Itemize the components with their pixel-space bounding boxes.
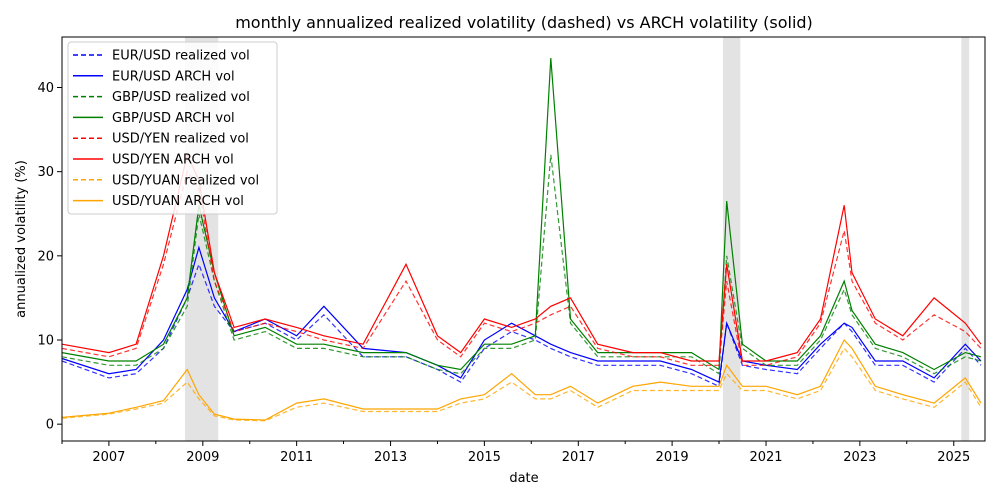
y-tick-label-40: 40 <box>37 81 54 96</box>
x-tick-label-2025: 2025 <box>937 450 970 465</box>
shaded-periods <box>184 37 970 441</box>
legend-label-1: EUR/USD ARCH vol <box>112 69 235 84</box>
legend: EUR/USD realized vol EUR/USD ARCH vol GBP/… <box>67 41 278 215</box>
series-line-5 <box>61 152 982 362</box>
x-tick-label-2021: 2021 <box>749 450 782 465</box>
legend-label-3: GBP/USD ARCH vol <box>112 111 235 126</box>
legend-label-5: USD/YEN ARCH vol <box>112 153 234 168</box>
legend-frame <box>67 41 278 215</box>
y-axis-label: annualized volatility (%) <box>14 160 29 318</box>
legend-label-7: USD/YUAN ARCH vol <box>112 194 244 209</box>
shaded-period-1 <box>722 37 741 441</box>
series-line-6 <box>61 347 982 422</box>
x-tick-label-2009: 2009 <box>186 450 219 465</box>
series-line-2 <box>61 154 982 375</box>
x-axis-label: date <box>509 471 538 486</box>
series-line-1 <box>61 245 982 383</box>
x-tick-label-2023: 2023 <box>843 450 876 465</box>
series-line-7 <box>61 338 982 421</box>
legend-label-6: USD/YUAN realized vol <box>112 173 259 188</box>
y-axis: 0 10 20 30 40 <box>37 81 62 433</box>
plot-frame <box>61 36 986 442</box>
legend-label-0: EUR/USD realized vol <box>112 49 250 64</box>
legend-label-2: GBP/USD realized vol <box>112 90 250 105</box>
x-axis: 2007 2009 2011 2013 2015 2017 2019 2021 2023 2025 <box>61 441 970 465</box>
x-tick-label-2019: 2019 <box>656 450 689 465</box>
x-tick-label-2011: 2011 <box>280 450 313 465</box>
shaded-period-2 <box>961 37 970 441</box>
legend-label-4: USD/YEN realized vol <box>112 132 249 147</box>
chart-title: monthly annualized realized volatility (… <box>235 13 813 32</box>
y-tick-label-0: 0 <box>46 418 54 433</box>
y-tick-label-30: 30 <box>37 165 54 180</box>
series-lines <box>61 57 982 422</box>
y-tick-label-20: 20 <box>37 249 54 264</box>
x-tick-label-2017: 2017 <box>562 450 595 465</box>
series-line-4 <box>61 170 982 366</box>
x-tick-label-2007: 2007 <box>92 450 125 465</box>
x-tick-label-2013: 2013 <box>374 450 407 465</box>
x-tick-label-2015: 2015 <box>468 450 501 465</box>
y-tick-label-10: 10 <box>37 334 54 349</box>
